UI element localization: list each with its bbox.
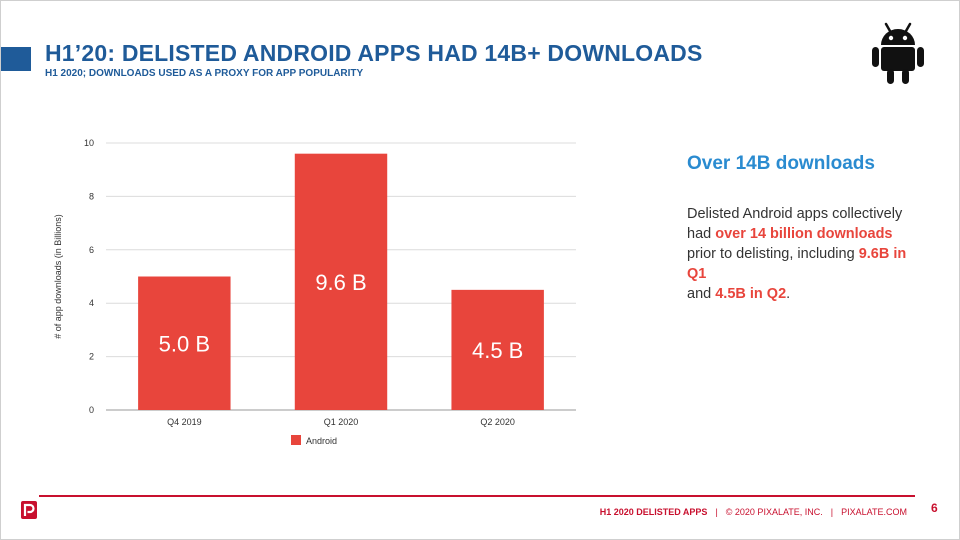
page-number: 6 [931,501,938,515]
y-tick-label: 10 [84,138,94,148]
y-tick-label: 8 [89,191,94,201]
footer-site-link[interactable]: PIXALATE.COM [841,507,907,517]
bar [294,153,388,410]
page-title: H1’20: DELISTED ANDROID APPS HAD 14B+ DO… [45,40,703,66]
y-axis-label: # of app downloads (in Billions) [53,214,63,339]
callout-highlight-total: over 14 billion downloads [715,226,893,242]
callout-text-1: Delisted Android apps collectively had [687,206,903,242]
title-accent-bar [1,47,31,71]
y-tick-label: 4 [89,298,94,308]
bar [451,289,544,410]
footer-divider [39,495,915,497]
callout-highlight-q1: 9.6B in Q1 [687,246,907,282]
pixalate-logo-icon [21,501,37,519]
data-label: 5.0 B [159,331,210,356]
footer-separator: | [830,507,834,517]
y-tick-label: 2 [89,352,94,362]
callout-text-2: prior to delisting, including [687,246,859,262]
footer-text: H1 2020 DELISTED APPS | © 2020 PIXALATE, I… [600,507,907,517]
data-label: 9.6 B [315,270,366,295]
footer-report-name: H1 2020 DELISTED APPS [599,507,708,517]
legend-swatch [291,435,301,445]
callout-title: Over 14B downloads [687,153,875,174]
callout-highlight-q2: 4.5B in Q2 [715,286,787,302]
callout-text-4: . [786,286,791,302]
footer-separator: | [715,507,718,517]
android-icon [872,22,924,84]
callout-text-3: and [687,286,716,302]
y-tick-label: 0 [89,405,94,415]
page-subtitle: H1 2020; DOWNLOADS USED AS A PROXY FOR A… [45,68,364,79]
footer-copyright: © 2020 PIXALATE, INC. [725,507,823,517]
x-tick-label: Q4 2019 [167,417,202,427]
legend-label: Android [306,436,337,446]
data-label: 4.5 B [472,338,523,363]
x-tick-label: Q1 2020 [324,417,359,427]
y-tick-label: 6 [89,245,94,255]
x-tick-label: Q2 2020 [480,417,515,427]
bar-chart: 0 2 4 6 8 10 5.0 B Q4 2019 9.6 B Q1 2020 4.5 B Q2 2… [53,138,576,446]
bar [138,276,231,410]
callout-body: Delisted Android apps collectively had o… [687,204,917,304]
